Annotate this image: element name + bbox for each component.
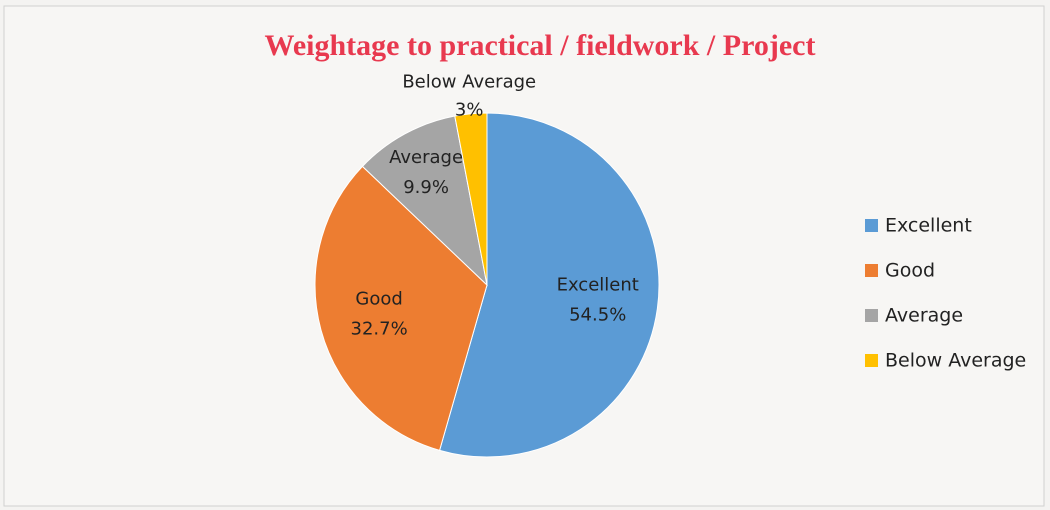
legend-label: Average <box>885 305 963 327</box>
legend-swatch <box>865 309 878 322</box>
legend-label: Good <box>885 260 935 282</box>
legend-label: Below Average <box>885 350 1026 372</box>
data-label-category: Excellent <box>557 275 639 296</box>
data-label-value: 3% <box>455 100 484 121</box>
pie-slice <box>438 112 660 458</box>
chart-title: Weightage to practical / fieldwork / Pro… <box>265 29 816 62</box>
pie-slice <box>314 165 488 451</box>
data-label-category: Average <box>389 147 463 168</box>
data-label-value: 54.5% <box>569 305 626 326</box>
legend-label: Excellent <box>885 215 972 237</box>
data-label-value: 32.7% <box>351 318 408 339</box>
legend-swatch <box>865 264 878 277</box>
pie-slice <box>454 112 488 286</box>
data-label-value: 9.9% <box>403 177 449 198</box>
pie-slice <box>361 115 488 287</box>
data-label-category: Good <box>355 288 402 309</box>
legend-swatch <box>865 354 878 367</box>
data-label-category: Below Average <box>402 72 536 93</box>
legend-swatch <box>865 219 878 232</box>
